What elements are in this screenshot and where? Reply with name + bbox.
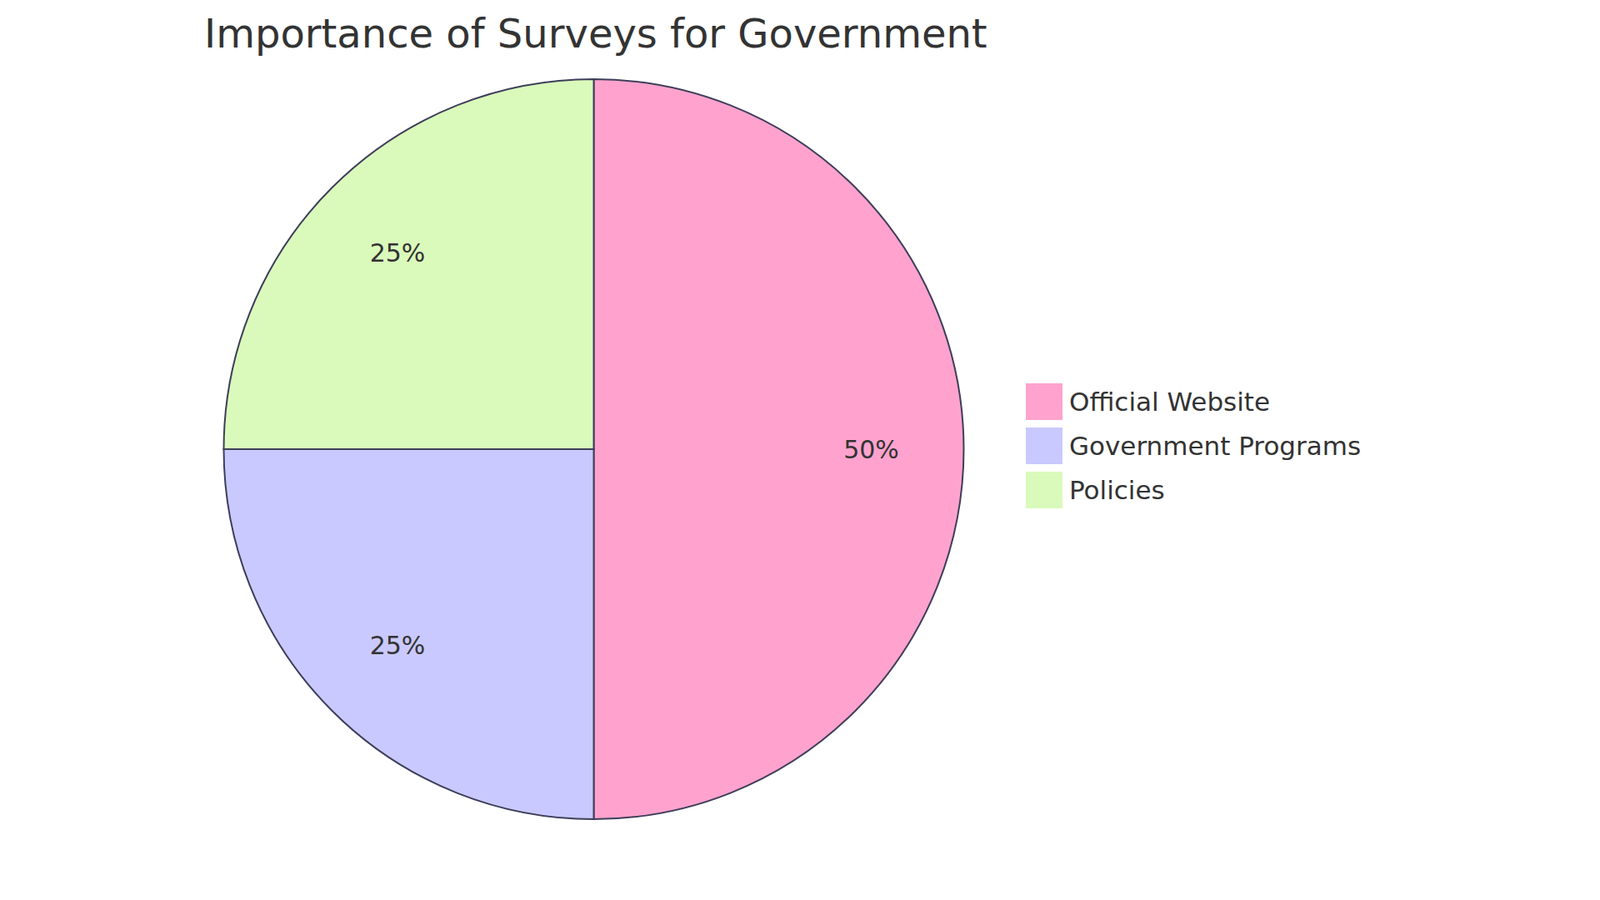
- legend-swatch: [1025, 427, 1063, 465]
- legend: Official Website Government Programs Polic…: [1025, 383, 1361, 509]
- chart-title: Importance of Surveys for Government: [204, 10, 988, 57]
- pie-slice: [224, 79, 595, 450]
- pie-slices: [224, 79, 965, 820]
- legend-label: Policies: [1069, 475, 1165, 505]
- data-label: 25%: [370, 238, 426, 268]
- legend-label: Government Programs: [1069, 430, 1361, 461]
- legend-label: Official Website: [1069, 386, 1270, 417]
- data-label: 50%: [843, 435, 900, 465]
- pie-slice: [224, 449, 595, 820]
- chart: Importance of Surveys for Government 50% 2…: [0, 0, 1600, 900]
- legend-swatch: [1025, 471, 1063, 509]
- legend-swatch: [1025, 383, 1063, 420]
- data-labels: 50% 25% 25%: [370, 238, 900, 660]
- data-label: 25%: [370, 630, 426, 660]
- pie-slice: [594, 79, 965, 820]
